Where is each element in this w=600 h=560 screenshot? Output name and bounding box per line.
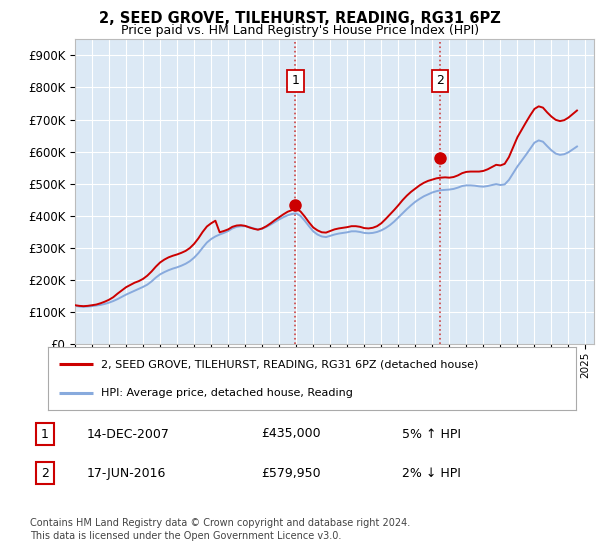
Text: 14-DEC-2007: 14-DEC-2007: [87, 427, 170, 441]
Text: 17-JUN-2016: 17-JUN-2016: [87, 466, 166, 480]
Text: 2: 2: [41, 466, 49, 480]
Text: Price paid vs. HM Land Registry's House Price Index (HPI): Price paid vs. HM Land Registry's House …: [121, 24, 479, 36]
Text: 2% ↓ HPI: 2% ↓ HPI: [402, 466, 461, 480]
Text: 1: 1: [292, 74, 299, 87]
Text: £435,000: £435,000: [261, 427, 320, 441]
Text: 2, SEED GROVE, TILEHURST, READING, RG31 6PZ: 2, SEED GROVE, TILEHURST, READING, RG31 …: [99, 11, 501, 26]
Text: Contains HM Land Registry data © Crown copyright and database right 2024.
This d: Contains HM Land Registry data © Crown c…: [30, 518, 410, 541]
Text: HPI: Average price, detached house, Reading: HPI: Average price, detached house, Read…: [101, 388, 353, 398]
Text: 5% ↑ HPI: 5% ↑ HPI: [402, 427, 461, 441]
Text: 2, SEED GROVE, TILEHURST, READING, RG31 6PZ (detached house): 2, SEED GROVE, TILEHURST, READING, RG31 …: [101, 359, 478, 369]
Text: 1: 1: [41, 427, 49, 441]
Text: 2: 2: [436, 74, 444, 87]
Text: £579,950: £579,950: [261, 466, 320, 480]
